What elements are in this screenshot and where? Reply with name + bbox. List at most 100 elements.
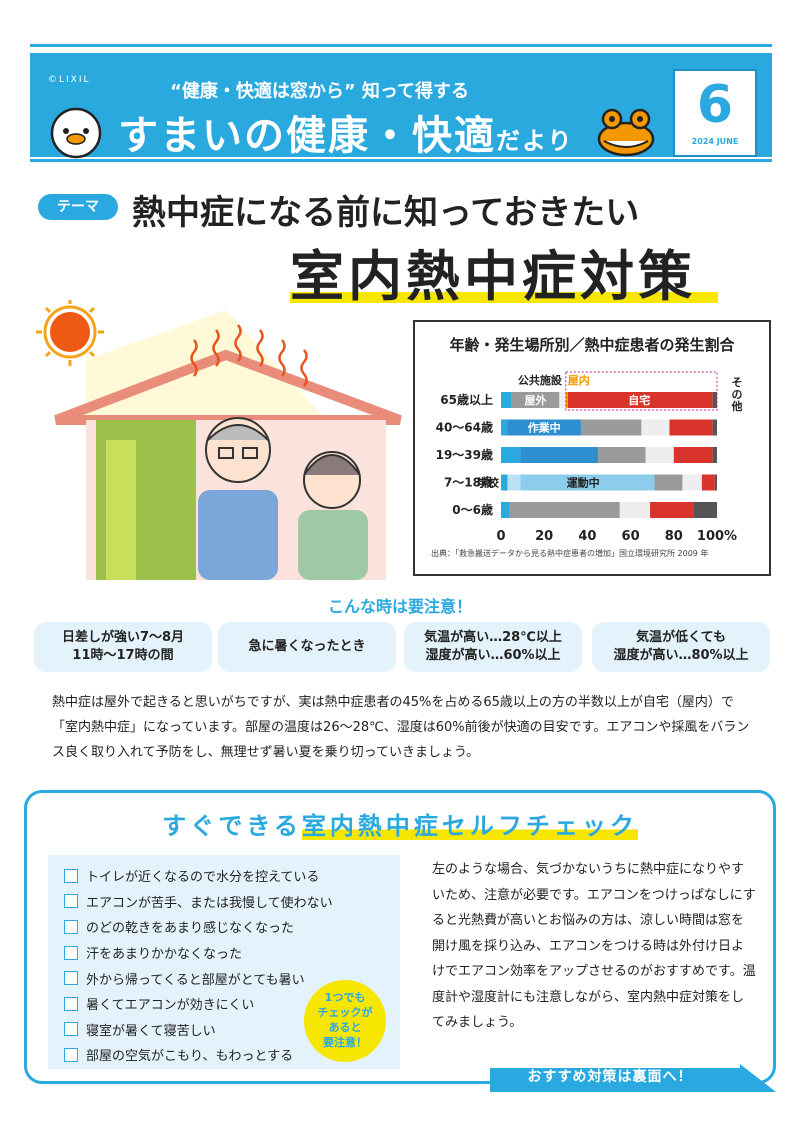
bar-label: 作業中 — [528, 421, 561, 435]
bar-segment — [712, 392, 717, 408]
checkbox[interactable] — [64, 894, 78, 909]
bar-segment — [669, 419, 713, 436]
bar-segment — [654, 474, 683, 491]
warning-badge: 1つでも チェックが あると 要注意！ — [304, 980, 386, 1062]
annotation-indoor: 屋内 — [568, 373, 590, 387]
category-label: 19〜39歳 — [436, 447, 493, 462]
heat-waves-icon — [190, 324, 308, 387]
checklist-item[interactable]: トイレが近くなるので水分を控えている — [64, 863, 400, 889]
theme-title: 室内熱中症対策 — [290, 245, 696, 308]
header-top-line — [30, 44, 772, 47]
bar-segment — [501, 447, 521, 463]
checklist-item[interactable]: 暑くてエアコンが効きにくい — [64, 991, 400, 1017]
bar-segment — [701, 474, 715, 491]
bar-segment — [598, 447, 646, 463]
bar-segment — [567, 392, 713, 408]
heat-illustration — [36, 300, 402, 580]
annotation-other: 他 — [731, 399, 743, 413]
bar-label: 運動中 — [567, 476, 600, 490]
x-tick-label: 0 — [496, 529, 505, 544]
checkbox[interactable] — [64, 996, 78, 1011]
checklist-item[interactable]: 部屋の空気がこもり、もわっとする — [64, 1042, 400, 1068]
bar-label: 屋外 — [525, 393, 547, 407]
annotation-other: そ — [732, 376, 743, 389]
x-tick-label: 40 — [578, 529, 596, 544]
bar-segment — [641, 419, 670, 436]
bar-segment — [511, 392, 560, 408]
x-tick-label: 100% — [697, 529, 737, 544]
checkbox[interactable] — [64, 1022, 78, 1037]
bar-segment — [580, 419, 642, 436]
selfcheck-paragraph: 左のような場合、気づかないうちに熱中症になりやすいため、注意が必要です。エアコン… — [432, 862, 756, 1030]
title-small: だより — [496, 127, 574, 155]
newsletter-title: すまいの健康・快適だより — [118, 103, 574, 161]
next-page-link[interactable]: おすすめ対策は裏面へ！ — [527, 1069, 693, 1085]
bar-segment — [673, 447, 713, 463]
title-main: すまいの健康・快適 — [118, 113, 496, 159]
checklist-label: 汗をあまりかかなくなった — [86, 947, 243, 963]
caution-item: 日差しが強い7〜8月 11時〜17時の間 — [34, 622, 212, 672]
header-bottom-line — [30, 159, 772, 162]
x-tick-label: 20 — [535, 529, 553, 544]
chart-panel: 年齢・発生場所別／熱中症患者の発生割合 65歳以上 40〜64歳 19〜39歳 7〜1… — [413, 320, 771, 576]
category-label: 7〜18歳 — [444, 475, 493, 490]
issue-date: 2024 JUNE — [691, 137, 739, 146]
bar-segment — [682, 474, 702, 491]
newsletter-header: ©LIXIL “健康・快適は窓から” 知って得する すまいの健康・快適だより 6… — [30, 44, 772, 162]
next-page-banner — [490, 1064, 776, 1092]
theme-tag: テーマ — [38, 194, 118, 220]
selfcheck-title-prefix: すぐできる — [162, 812, 302, 840]
indoor-bracket — [565, 371, 718, 411]
checklist-label: のどの乾きをあまり感じなくなった — [86, 921, 295, 937]
checklist-label: エアコンが苦手、または我慢して使わない — [86, 895, 333, 911]
bar-segment — [501, 392, 512, 408]
theme-headline: 熱中症になる前に知っておきたい — [132, 193, 640, 233]
category-label: 65歳以上 — [440, 392, 493, 407]
checklist-item[interactable]: エアコンが苦手、または我慢して使わない — [64, 889, 400, 915]
checklist-item[interactable]: のどの乾きをあまり感じなくなった — [64, 914, 400, 940]
caution-item: 急に暑くなったとき — [218, 622, 396, 672]
header-subtitle: “健康・快適は窓から” 知って得する — [170, 81, 470, 102]
bar-segment — [509, 502, 620, 518]
checkbox[interactable] — [64, 868, 78, 883]
x-tick-label: 60 — [622, 529, 640, 544]
checklist-label: トイレが近くなるので水分を控えている — [86, 870, 320, 886]
bar-segment — [501, 502, 510, 518]
checkbox[interactable] — [64, 945, 78, 960]
bar-segment — [520, 447, 599, 463]
bar-segment — [520, 474, 655, 491]
checkbox[interactable] — [64, 919, 78, 934]
x-tick-label: 80 — [665, 529, 683, 544]
caution-item: 気温が低くても 湿度が高い…80%以上 — [592, 622, 770, 672]
bar-segment — [645, 447, 674, 463]
category-label: 40〜64歳 — [436, 420, 493, 435]
checklist-item[interactable]: 汗をあまりかかなくなった — [64, 940, 400, 966]
bar-segment — [693, 502, 717, 518]
bar-segment — [501, 419, 508, 436]
bar-segment — [501, 474, 508, 491]
chart-title: 年齢・発生場所別／熱中症患者の発生割合 — [449, 336, 735, 354]
header-band: ©LIXIL “健康・快適は窓から” 知って得する すまいの健康・快適だより 6… — [30, 53, 772, 159]
elderly-man-icon — [198, 417, 278, 580]
checklist-label: 部屋の空気がこもり、もわっとする — [86, 1049, 294, 1065]
selfcheck-title: すぐできる室内熱中症セルフチェック — [0, 806, 800, 841]
title-highlight-bar — [290, 292, 718, 303]
checklist-label: 暑くてエアコンが効きにくい — [86, 998, 255, 1014]
checklist-label: 寝室が暑くて寝苦しい — [86, 1023, 216, 1039]
bar-segment — [650, 502, 694, 518]
stacked-bar-chart: 65歳以上 40〜64歳 19〜39歳 7〜18歳 0〜6歳0 20 40 60 80 100% 屋… — [436, 371, 743, 544]
caution-title: こんな時は要注意！ — [327, 597, 472, 616]
bar-label: 自宅 — [628, 393, 650, 407]
caution-item: 気温が高い…28℃以上 湿度が高い…60%以上 — [404, 622, 582, 672]
elderly-woman-icon — [298, 451, 368, 580]
checkbox[interactable] — [64, 971, 78, 986]
frog-mascot-icon — [597, 108, 655, 157]
copyright: ©LIXIL — [48, 75, 91, 85]
checklist-item[interactable]: 寝室が暑くて寝苦しい — [64, 1017, 400, 1043]
bar-segment — [507, 474, 521, 491]
checkbox[interactable] — [64, 1047, 78, 1062]
checklist-item[interactable]: 外から帰ってくると部屋がとても暑い — [64, 965, 400, 991]
chart-source: 出典：「救急搬送データから見る熱中症患者の増加」国立環境研究所 2009 年 — [431, 549, 709, 558]
annotation-public: 公共施設 — [518, 373, 563, 387]
issue-number: 6 — [696, 75, 734, 135]
